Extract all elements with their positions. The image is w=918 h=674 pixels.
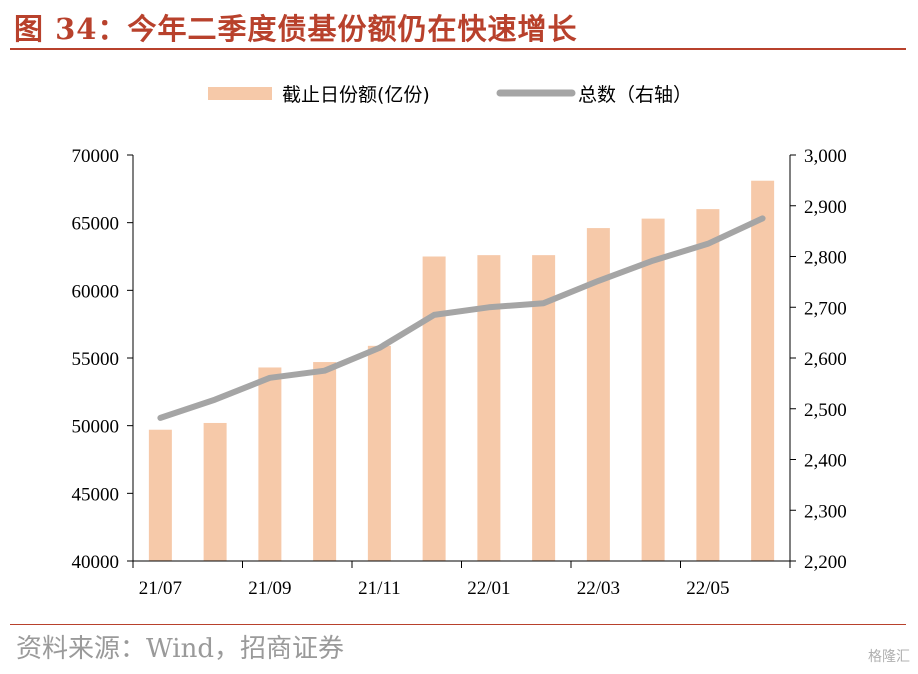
source-divider — [10, 624, 906, 625]
chart: 截止日份额(亿份) 总数（右轴） 40000 45000 50000 55000 600… — [72, 84, 847, 599]
title-divider — [10, 48, 906, 50]
right-tick-label: 2,300 — [804, 501, 847, 522]
legend-bar-label: 截止日份额(亿份) — [282, 84, 430, 106]
source-note: 资料来源：Wind，招商证券 — [16, 634, 344, 664]
x-tick-label: 22/05 — [686, 578, 729, 599]
bar — [258, 367, 282, 561]
left-tick-label: 70000 — [72, 146, 120, 167]
right-tick-label: 2,800 — [804, 248, 847, 269]
right-tick-label: 2,700 — [804, 298, 847, 319]
left-tick-label: 55000 — [72, 349, 120, 370]
left-tick-label: 50000 — [72, 417, 120, 438]
chart-title: 图 34：今年二季度债基份额仍在快速增长 — [14, 12, 578, 46]
legend-bar-swatch — [208, 87, 272, 100]
bar — [148, 429, 172, 561]
legend: 截止日份额(亿份) 总数（右轴） — [208, 84, 692, 106]
left-tick-label: 40000 — [72, 552, 120, 573]
total-line — [157, 215, 766, 421]
left-tick-label: 45000 — [72, 484, 120, 505]
bar — [477, 255, 501, 561]
bar — [532, 255, 556, 561]
right-tick-label: 3,000 — [804, 146, 847, 167]
right-tick-label: 2,900 — [804, 197, 847, 218]
bar — [751, 180, 775, 562]
legend-line-label: 总数（右轴） — [578, 84, 692, 106]
bar — [313, 362, 337, 561]
right-tick-label: 2,500 — [804, 400, 847, 421]
line-series — [157, 215, 766, 421]
bar — [586, 228, 610, 561]
left-tick-label: 60000 — [72, 281, 120, 302]
x-tick-label: 22/03 — [577, 578, 620, 599]
x-tick-label: 21/07 — [139, 578, 182, 599]
bar — [696, 209, 720, 561]
right-tick-label: 2,200 — [804, 552, 847, 573]
x-tick-label: 21/09 — [248, 578, 291, 599]
x-tick-label: 22/01 — [467, 578, 510, 599]
right-tick-label: 2,600 — [804, 349, 847, 370]
x-axis: 21/07 21/09 21/11 22/01 22/03 22/05 — [132, 560, 791, 599]
x-tick-label: 21/11 — [358, 578, 401, 599]
right-tick-label: 2,400 — [804, 451, 847, 472]
left-axis: 40000 45000 50000 55000 60000 65000 70000 — [72, 146, 134, 573]
bar — [367, 345, 391, 561]
left-tick-label: 65000 — [72, 214, 120, 235]
bar — [422, 256, 446, 561]
bar-series — [148, 180, 775, 562]
bar — [203, 422, 227, 561]
watermark: 格隆汇 — [868, 649, 910, 665]
right-axis: 2,200 2,300 2,400 2,500 2,600 2,700 2,800 2,900… — [789, 146, 847, 573]
bar — [641, 218, 665, 561]
